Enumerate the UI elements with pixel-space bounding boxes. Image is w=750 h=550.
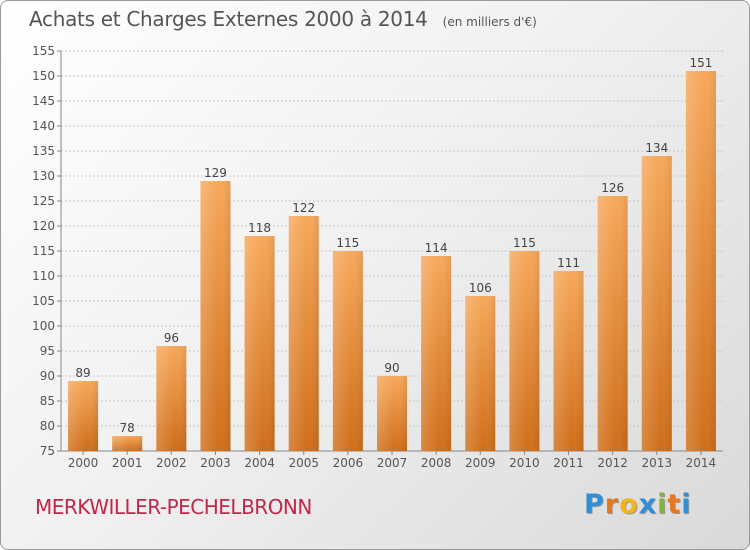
logo-letter: r bbox=[604, 489, 620, 520]
logo-letter: o bbox=[619, 489, 639, 520]
x-tick-label: 2005 bbox=[288, 456, 319, 470]
x-tick-label: 2002 bbox=[156, 456, 187, 470]
logo-letter: t bbox=[667, 489, 682, 520]
value-label: 151 bbox=[689, 56, 712, 70]
y-tick-label: 125 bbox=[32, 194, 55, 208]
bar-shade-2004 bbox=[244, 236, 275, 451]
y-tick-label: 110 bbox=[32, 269, 55, 283]
y-tick-label: 90 bbox=[40, 369, 55, 383]
chart-unit: (en milliers d'€) bbox=[442, 15, 537, 29]
bar-shade-2006 bbox=[332, 251, 363, 451]
logo-letter: P bbox=[584, 489, 605, 520]
x-tick-label: 2008 bbox=[421, 456, 452, 470]
bar-shade-2007 bbox=[376, 376, 408, 451]
value-label: 89 bbox=[75, 366, 90, 380]
value-label: 114 bbox=[425, 241, 448, 255]
y-tick-label: 115 bbox=[32, 244, 55, 258]
value-label: 134 bbox=[645, 141, 668, 155]
value-label: 115 bbox=[513, 236, 536, 250]
bars bbox=[68, 71, 716, 451]
bar-shade-2002 bbox=[156, 346, 187, 451]
y-tick-label: 95 bbox=[40, 344, 55, 358]
value-label: 106 bbox=[469, 281, 492, 295]
bar-shade-2010 bbox=[509, 251, 540, 451]
x-tick-label: 2014 bbox=[686, 456, 717, 470]
value-label: 122 bbox=[292, 201, 315, 215]
x-tick-label: 2011 bbox=[553, 456, 584, 470]
y-tick-label: 75 bbox=[40, 444, 55, 458]
x-tick-label: 2003 bbox=[200, 456, 231, 470]
y-tick-label: 135 bbox=[32, 144, 55, 158]
bar-shade-2011 bbox=[553, 271, 584, 451]
y-tick-label: 120 bbox=[32, 219, 55, 233]
y-tick-label: 80 bbox=[40, 419, 55, 433]
y-tick-label: 155 bbox=[32, 44, 55, 58]
logo-letter: i bbox=[657, 489, 668, 520]
x-tick-label: 2010 bbox=[509, 456, 540, 470]
value-label: 78 bbox=[120, 421, 135, 435]
value-label: 126 bbox=[601, 181, 624, 195]
y-tick-label: 85 bbox=[40, 394, 55, 408]
value-label: 96 bbox=[164, 331, 179, 345]
x-tick-label: 2013 bbox=[642, 456, 673, 470]
y-tick-label: 145 bbox=[32, 94, 55, 108]
bar-shade-2005 bbox=[288, 216, 319, 451]
bar-shade-2009 bbox=[465, 296, 496, 451]
x-tick-label: 2004 bbox=[244, 456, 275, 470]
proxiti-logo: Proxiti bbox=[584, 489, 692, 520]
value-label: 129 bbox=[204, 166, 227, 180]
chart-title: Achats et Charges Externes 2000 à 2014 bbox=[29, 7, 428, 31]
x-tick-label: 2006 bbox=[333, 456, 364, 470]
x-tick-label: 2007 bbox=[377, 456, 408, 470]
value-label: 90 bbox=[384, 361, 399, 375]
value-label: 118 bbox=[248, 221, 271, 235]
value-label: 115 bbox=[336, 236, 359, 250]
logo-letter: x bbox=[638, 489, 658, 520]
value-label: 111 bbox=[557, 256, 580, 270]
bar-shade-2012 bbox=[597, 196, 628, 451]
bar-shade-2003 bbox=[200, 181, 231, 451]
title-row: Achats et Charges Externes 2000 à 2014 (… bbox=[29, 7, 537, 31]
x-tick-label: 2001 bbox=[112, 456, 143, 470]
y-tick-label: 100 bbox=[32, 319, 55, 333]
bar-shade-2000 bbox=[68, 381, 99, 451]
y-tick-label: 150 bbox=[32, 69, 55, 83]
x-tick-label: 2009 bbox=[465, 456, 496, 470]
town-name: MERKWILLER-PECHELBRONN bbox=[35, 495, 312, 519]
y-tick-label: 130 bbox=[32, 169, 55, 183]
bar-shade-2014 bbox=[685, 71, 716, 451]
y-tick-label: 105 bbox=[32, 294, 55, 308]
x-tick-label: 2012 bbox=[597, 456, 628, 470]
value-labels: 89 78 96 129 118 122 115 90 114 106 115 111 126 134 15… bbox=[75, 56, 712, 435]
x-tick-label: 2000 bbox=[68, 456, 99, 470]
bar-shade-2001 bbox=[112, 436, 143, 451]
y-tick-label: 140 bbox=[32, 119, 55, 133]
bar-shade-2008 bbox=[421, 256, 452, 451]
logo-letter: i bbox=[681, 489, 692, 520]
bar-shade-2013 bbox=[641, 156, 672, 451]
axes: 75 80 85 90 95 100 105 110 115 120 125 130 135 140 145… bbox=[32, 44, 723, 470]
